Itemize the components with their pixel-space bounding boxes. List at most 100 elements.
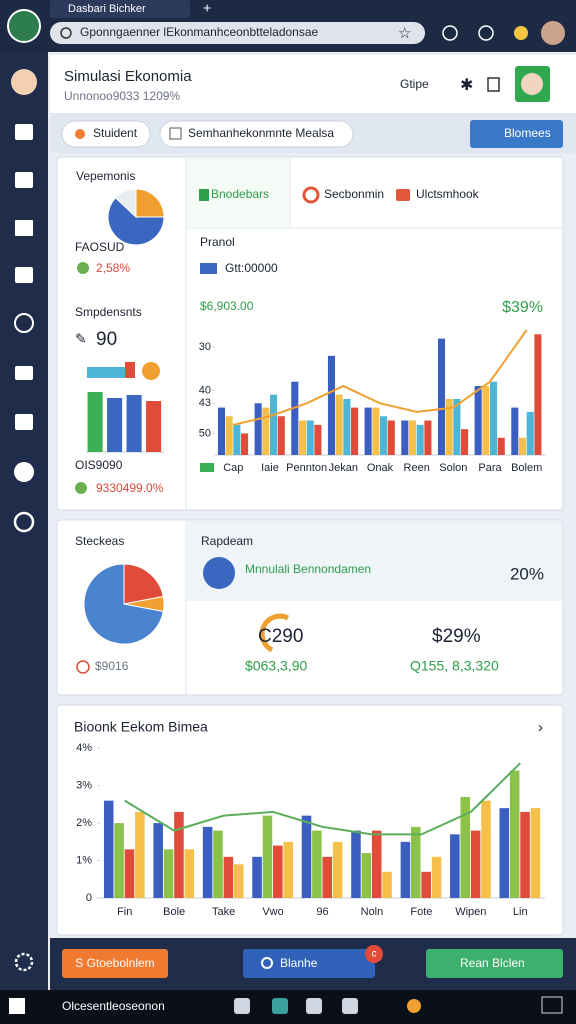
- page-title: Simulasi Ekonomia: [64, 68, 192, 85]
- pill[interactable]: [61, 120, 151, 148]
- address: Gponngaenner lEkonmanhceonbtteladonsae: [80, 25, 319, 39]
- icon: [77, 262, 89, 274]
- chart-title: Bioonk Eekom Bimea: [74, 719, 208, 735]
- bar: [301, 815, 312, 898]
- legend-icon: [200, 463, 214, 472]
- bar: [361, 853, 372, 898]
- menu[interactable]: Gtipe: [400, 77, 429, 91]
- pill[interactable]: [159, 120, 354, 148]
- nav-icon[interactable]: [15, 124, 33, 140]
- action-button[interactable]: [243, 949, 375, 978]
- icon[interactable]: [442, 25, 458, 41]
- tab[interactable]: [50, 0, 190, 18]
- bar: [372, 407, 380, 455]
- tab[interactable]: Ulctsmhook: [416, 187, 480, 201]
- change: $39%: [502, 299, 543, 316]
- bar: [445, 398, 453, 455]
- bar: [217, 407, 226, 455]
- pill-icon: [169, 127, 182, 140]
- sidebar: [0, 52, 48, 990]
- line-series: [233, 329, 528, 426]
- tab[interactable]: Secbonmin: [324, 187, 384, 201]
- bar: [233, 424, 241, 455]
- decor-icon: [142, 362, 160, 380]
- bar: [450, 834, 460, 898]
- bar: [262, 815, 273, 898]
- app-icon[interactable]: [342, 998, 358, 1014]
- user-avatar[interactable]: [11, 69, 37, 95]
- amount: $6,903.00: [200, 299, 254, 313]
- icon[interactable]: [478, 25, 494, 41]
- settings-icon[interactable]: [14, 952, 34, 972]
- taskbar-search[interactable]: Olcesentleoseonon: [62, 999, 165, 1013]
- bar: [174, 811, 184, 898]
- bar: [387, 420, 395, 455]
- bar: [126, 395, 142, 452]
- y-tick-label: 4%: [76, 742, 92, 754]
- icon[interactable]: [487, 77, 500, 92]
- new-tab-icon[interactable]: +: [203, 0, 211, 16]
- x-tick-label: Vwo: [262, 906, 283, 918]
- bar: [298, 420, 307, 455]
- chevron[interactable]: ›: [538, 719, 543, 736]
- action-button[interactable]: [426, 949, 563, 978]
- sidebar-icons: [13, 124, 35, 972]
- nav-icon[interactable]: [15, 267, 33, 283]
- app-icon[interactable]: [234, 998, 250, 1014]
- icon[interactable]: ✱: [460, 77, 473, 94]
- nav-icon[interactable]: [15, 172, 33, 188]
- taskbar-icons: [234, 996, 563, 1014]
- bar: [421, 871, 431, 898]
- app-icon[interactable]: [272, 998, 288, 1014]
- nav-icon[interactable]: [14, 313, 34, 333]
- start-button[interactable]: [9, 998, 25, 1014]
- pill-icon: [75, 129, 85, 139]
- bar: [431, 856, 442, 898]
- nav-icon[interactable]: [14, 462, 34, 482]
- x-tick-label: Onak: [367, 462, 394, 474]
- bar: [351, 830, 361, 898]
- nav-icon[interactable]: [13, 511, 35, 533]
- decor-bar: [125, 362, 135, 378]
- bar: [114, 823, 124, 898]
- star-icon[interactable]: ☆: [398, 25, 411, 42]
- stat: 9330499.0%: [96, 481, 164, 495]
- bar: [241, 433, 249, 455]
- primary-button[interactable]: [470, 120, 563, 148]
- bar: [306, 420, 314, 455]
- tab[interactable]: Bnodebars: [211, 187, 269, 201]
- address-field[interactable]: [50, 22, 425, 44]
- action-button[interactable]: [62, 949, 168, 978]
- notification-icon[interactable]: [541, 996, 563, 1014]
- pill-label: Stuident: [93, 126, 138, 140]
- nav-icon[interactable]: [15, 220, 33, 236]
- nav-icon[interactable]: [15, 414, 33, 430]
- badge-text: c: [372, 949, 377, 960]
- icon[interactable]: [514, 26, 528, 40]
- tab-icon: [302, 186, 320, 204]
- bar: [482, 386, 490, 455]
- browser-logo: [7, 9, 41, 43]
- bar: [312, 830, 322, 898]
- label: FAOSUD: [75, 240, 125, 254]
- profile-avatar[interactable]: [541, 21, 565, 45]
- bar: [184, 849, 195, 898]
- app-icon[interactable]: [306, 998, 322, 1014]
- app-icon[interactable]: [407, 999, 421, 1013]
- x-tick-label: Fin: [117, 906, 132, 918]
- bar: [511, 407, 519, 455]
- x-tick-label: Lin: [513, 906, 528, 918]
- gauge: [259, 613, 290, 653]
- amount: $063,3,90: [245, 658, 307, 674]
- bar: [252, 856, 262, 898]
- bar: [124, 849, 135, 898]
- y-tick-label: 30: [199, 341, 211, 353]
- bar: [497, 437, 505, 455]
- bar: [202, 826, 213, 898]
- y-tick-label: 1%: [76, 854, 92, 866]
- bar: [474, 386, 482, 455]
- bar: [163, 849, 174, 898]
- tab-title: Dasbari Bichker: [68, 3, 146, 15]
- nav-icon[interactable]: [15, 366, 33, 380]
- bar: [277, 416, 285, 455]
